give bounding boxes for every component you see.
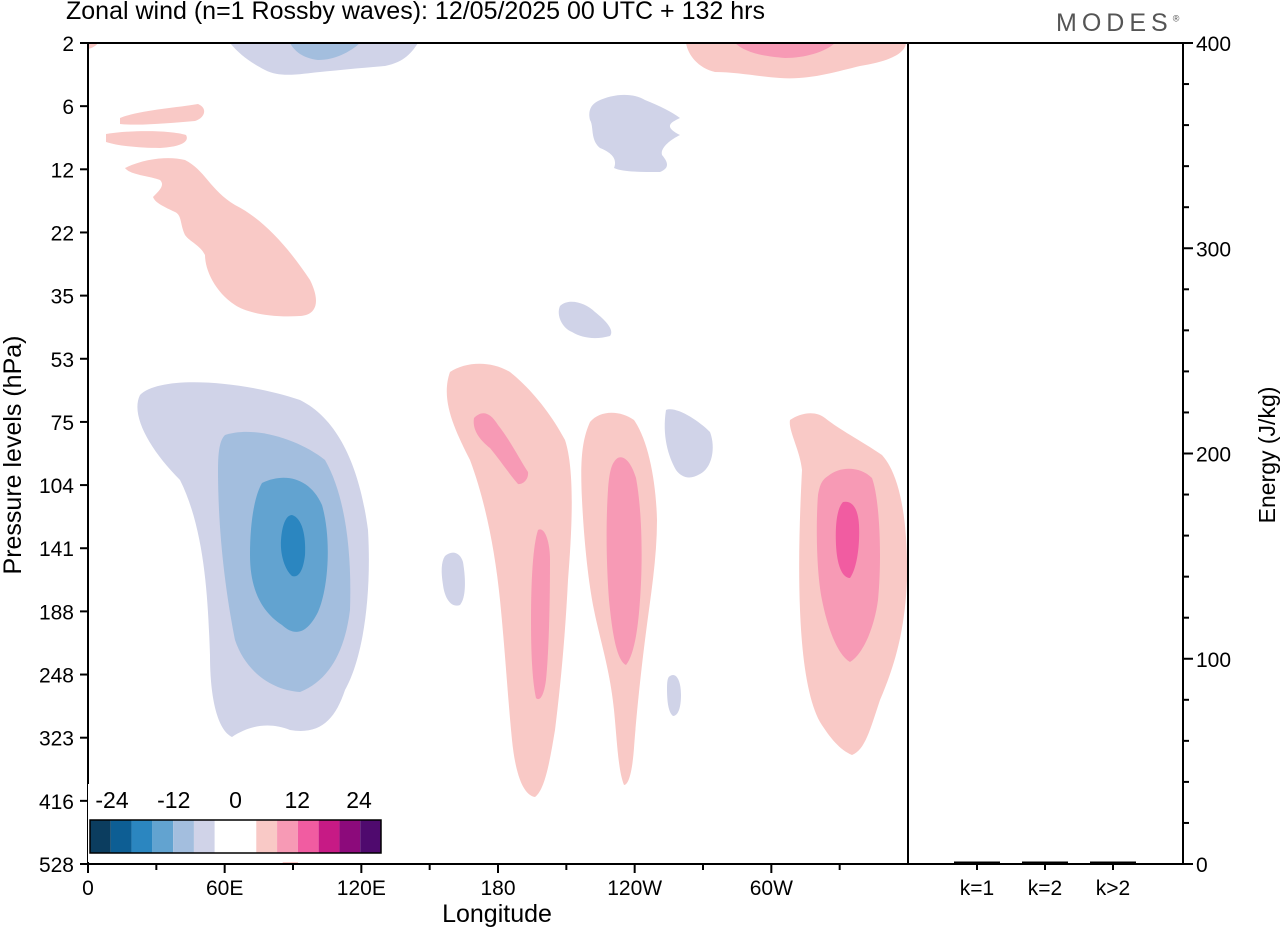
pressure-tick-label: 35 <box>51 286 74 309</box>
colorbar-cell <box>339 820 361 853</box>
positive-top-outer <box>686 43 906 79</box>
pressure-tick-label: 141 <box>39 538 74 561</box>
energy-tick-label: 100 <box>1196 649 1231 672</box>
pressure-tick-label: 416 <box>39 791 74 814</box>
negative-small-141 <box>441 552 465 606</box>
pressure-tick-label: 2 <box>62 33 74 56</box>
colorbar-label: 0 <box>229 787 242 813</box>
colorbar-cell <box>131 820 153 853</box>
positive-top-inner <box>735 43 835 58</box>
energy-tick-label: 200 <box>1196 444 1231 467</box>
pressure-tick-label: 22 <box>51 222 74 245</box>
positive-lobe-c-core <box>835 501 860 578</box>
energy-tick-label: 0 <box>1196 854 1208 877</box>
colorbar-label: 12 <box>284 787 310 813</box>
longitude-tick-label: 120W <box>607 877 662 900</box>
energy-tick-label: 300 <box>1196 238 1231 261</box>
colorbar-cell <box>152 820 174 853</box>
y-axis-label: Pressure levels (hPa) <box>0 336 27 575</box>
longitude-axis: 0 60E 120E 180 120W 60W <box>82 864 841 900</box>
energy-bar <box>1022 861 1068 863</box>
colorbar-label: -24 <box>95 787 128 813</box>
colorbar-cell <box>256 820 278 853</box>
colorbar-cell <box>360 820 381 853</box>
energy-axis-label: Energy (J/kg) <box>1254 387 1280 524</box>
longitude-tick-label: 0 <box>82 877 94 900</box>
energy-tick-label: 400 <box>1196 33 1231 56</box>
negative-lobe-core <box>280 515 306 577</box>
colorbar-cell <box>318 820 340 853</box>
colorbar-labels: -24 -12 0 12 24 <box>95 787 372 813</box>
positive-streak-2 <box>106 131 187 148</box>
pressure-tick-label: 75 <box>51 412 74 435</box>
colorbar: -24 -12 0 12 24 <box>88 784 384 862</box>
chart-title: Zonal wind (n=1 Rossby waves): 12/05/202… <box>66 0 765 25</box>
colorbar-cell <box>193 820 215 853</box>
longitude-tick-label: 60W <box>750 877 793 900</box>
registered-mark: ® <box>1172 13 1180 24</box>
colorbar-cell <box>90 820 111 853</box>
negative-small-35 <box>558 301 612 339</box>
colorbar-cell <box>297 820 319 853</box>
energy-category-label: k>2 <box>1096 877 1130 900</box>
energy-bar <box>1090 861 1136 863</box>
longitude-tick-label: 120E <box>337 877 386 900</box>
pressure-tick-label: 528 <box>39 854 74 877</box>
energy-category-label: k=2 <box>1028 877 1062 900</box>
pressure-tick-label: 12 <box>51 159 74 182</box>
energy-category-label: k=1 <box>960 877 994 900</box>
pressure-tick-label: 248 <box>39 665 74 688</box>
energy-bar <box>954 861 1000 863</box>
positive-streak-1 <box>120 104 205 125</box>
pressure-tick-label: 188 <box>39 601 74 624</box>
brand-text: MODES <box>1056 9 1173 37</box>
longitude-tick-label: 60E <box>206 877 243 900</box>
positive-lobe-b-inner <box>606 457 642 665</box>
colorbar-label: -12 <box>157 787 190 813</box>
negative-upper-mid <box>589 94 680 172</box>
positive-lobe-a-core <box>531 529 550 700</box>
x-axis-label: Longitude <box>442 900 552 928</box>
pressure-tick-label: 53 <box>51 349 74 372</box>
modes-logo: MODES® <box>1056 9 1179 38</box>
pressure-tick-label: 323 <box>39 728 74 751</box>
colorbar-cell <box>235 820 257 853</box>
energy-bars: k=1 k=2 k>2 <box>954 861 1136 900</box>
colorbar-frame <box>89 819 382 854</box>
colorbar-cell <box>214 820 236 853</box>
negative-small-75 <box>664 409 713 478</box>
longitude-tick-label: 180 <box>480 877 515 900</box>
energy-axis: 0 100 200 300 400 <box>1183 33 1231 877</box>
colorbar-label: 24 <box>346 787 372 813</box>
positive-lobe-a-outer <box>446 363 572 797</box>
wind-contours <box>88 43 908 864</box>
pressure-tick-label: 104 <box>39 475 74 498</box>
positive-lobe-a-inner <box>473 413 529 485</box>
negative-small-248 <box>667 674 681 716</box>
colorbar-cell <box>110 820 132 853</box>
negative-top-inner <box>290 43 360 60</box>
pressure-tick-label: 6 <box>62 96 74 119</box>
colorbar-cell <box>173 820 194 853</box>
colorbar-cell <box>277 820 298 853</box>
positive-top-left-sliver <box>88 43 98 49</box>
colorbar-cells <box>89 819 382 854</box>
positive-upper-band <box>125 158 316 317</box>
pressure-axis: 2 6 12 22 35 53 75 104 141 188 248 323 416 528 <box>39 33 88 877</box>
